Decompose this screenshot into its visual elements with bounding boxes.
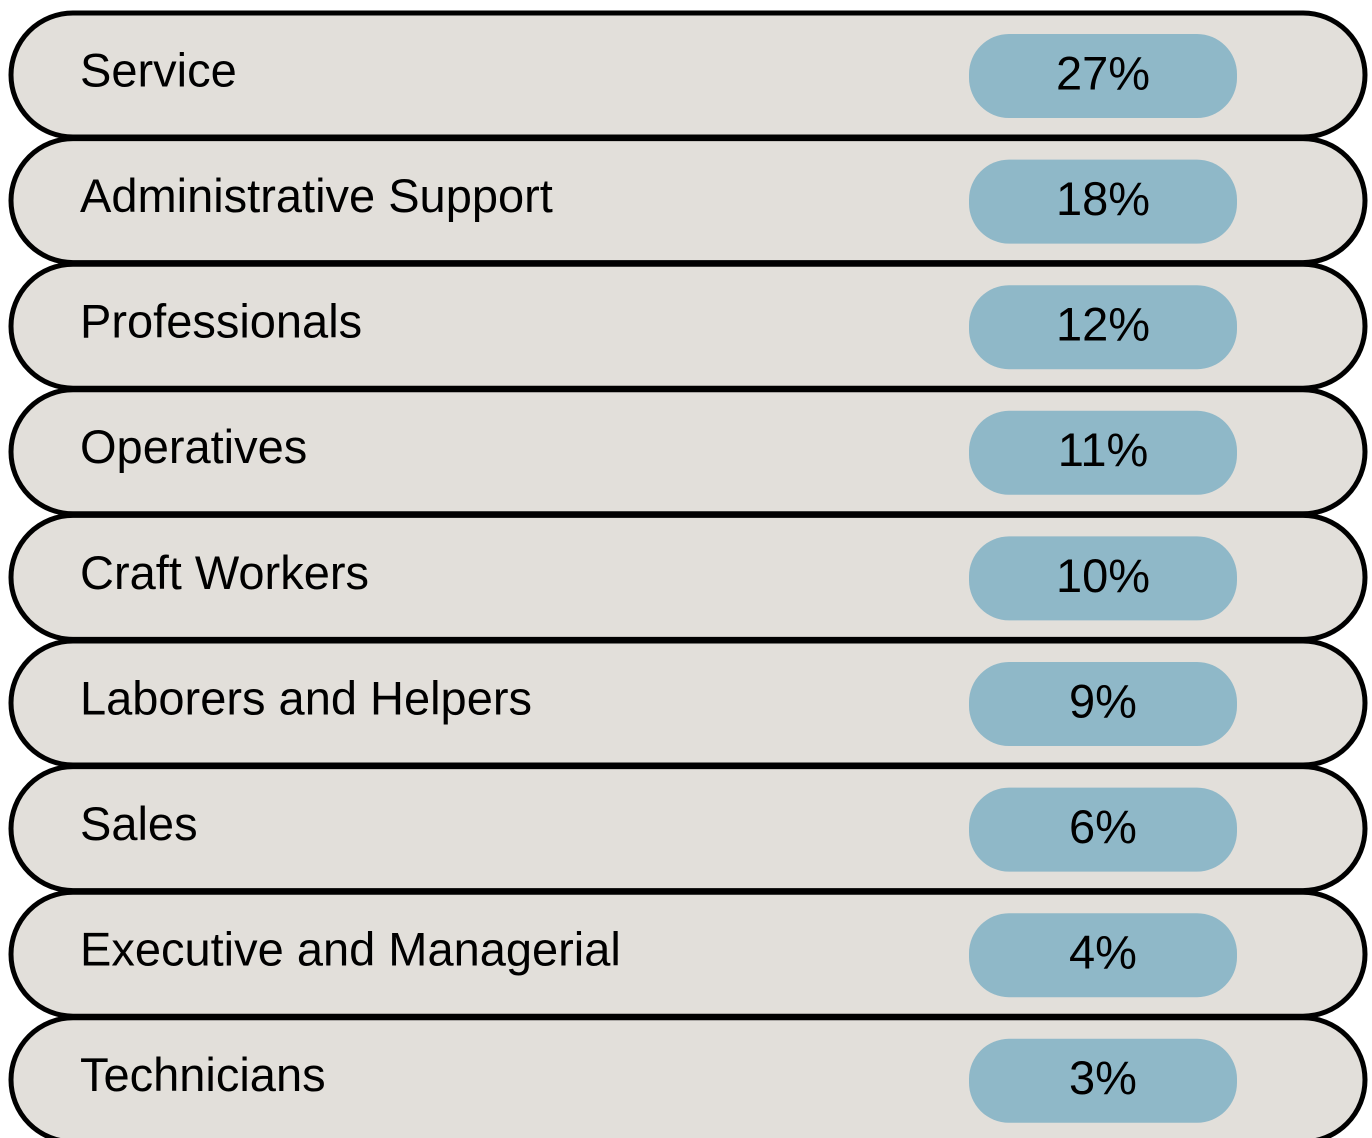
row-label: Technicians — [80, 1048, 326, 1101]
row-label: Professionals — [80, 295, 362, 348]
value-badge — [969, 662, 1237, 746]
value-badge — [969, 787, 1237, 872]
row-value: 18% — [1056, 172, 1150, 225]
value-badge — [969, 34, 1237, 118]
row-label: Operatives — [80, 420, 307, 473]
row-value: 6% — [1069, 800, 1137, 853]
value-badge — [969, 536, 1237, 621]
value-badge — [969, 1038, 1237, 1123]
row-value: 9% — [1069, 674, 1137, 727]
value-badge — [969, 410, 1237, 495]
row-label: Sales — [80, 797, 198, 850]
row-value: 27% — [1056, 46, 1150, 99]
row-value: 3% — [1069, 1051, 1137, 1104]
row-value: 10% — [1056, 549, 1150, 602]
row-label: Craft Workers — [80, 546, 369, 599]
row-label: Executive and Managerial — [80, 923, 621, 976]
row-value: 11% — [1058, 423, 1149, 476]
row-value: 12% — [1056, 298, 1150, 351]
value-badge — [969, 285, 1237, 370]
value-badge — [969, 913, 1237, 998]
row-label: Administrative Support — [80, 169, 553, 222]
value-badge — [969, 159, 1237, 244]
row-label: Laborers and Helpers — [80, 671, 532, 724]
row-label: Service — [80, 43, 237, 96]
row-value: 4% — [1069, 926, 1137, 979]
